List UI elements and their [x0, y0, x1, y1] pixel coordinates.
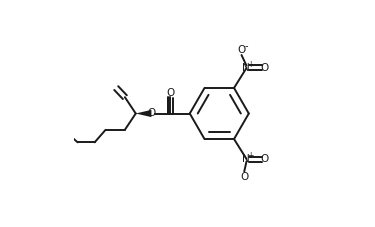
Text: N: N: [242, 154, 249, 164]
Text: O: O: [240, 172, 248, 182]
Text: -: -: [244, 41, 248, 51]
Text: +: +: [247, 60, 254, 69]
Text: O: O: [261, 154, 269, 164]
Text: N: N: [242, 63, 249, 73]
Text: O: O: [237, 45, 246, 55]
Text: O: O: [147, 109, 156, 118]
Text: O: O: [261, 63, 269, 73]
Polygon shape: [136, 110, 152, 117]
Text: +: +: [247, 151, 254, 160]
Text: O: O: [166, 88, 175, 98]
